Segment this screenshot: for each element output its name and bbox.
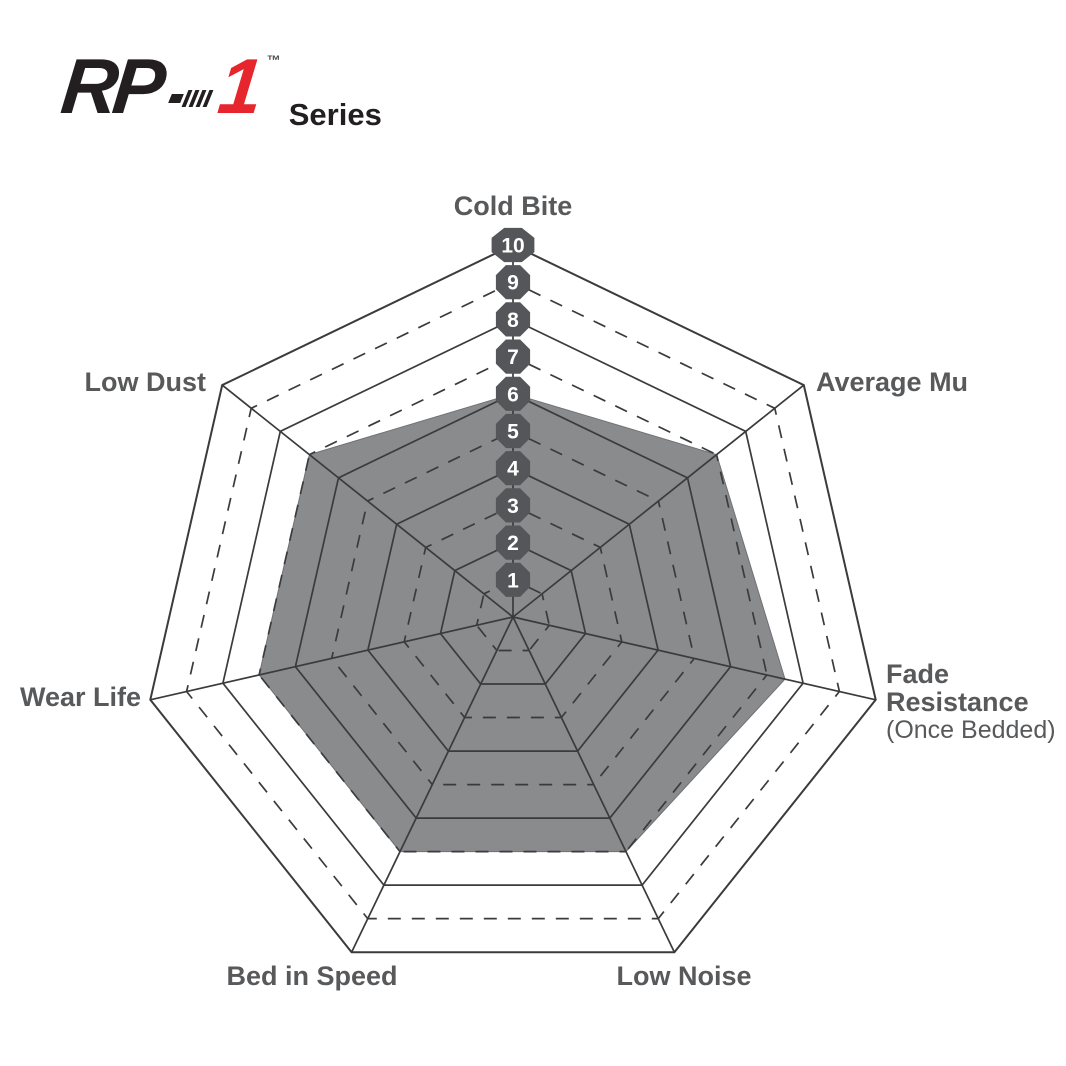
scale-badge [495, 376, 531, 411]
scale-badge-label: 4 [507, 458, 519, 481]
radar-grid-ring-solid [366, 467, 660, 752]
axis-label-bed-in-speed: Bed in Speed [226, 962, 397, 990]
radar-grid-ring-dashed [403, 641, 466, 719]
radar-grid-ring-dashed [250, 281, 514, 410]
radar-grid-ring-dashed [258, 674, 401, 853]
scale-badge [495, 562, 531, 597]
axis-label-cold-bite: Cold Bite [454, 192, 573, 220]
radar-grid-ring-dashed [367, 430, 514, 502]
logo-series-text: Series [288, 97, 382, 132]
axis-label-average-mu: Average Mu [816, 368, 968, 396]
radar-spoke [512, 384, 805, 618]
radar-spoke [350, 616, 514, 953]
radar-grid-ring-dashed [773, 408, 841, 692]
radar-grid-ring-dashed [599, 547, 623, 642]
axis-label-text: Low Dust [84, 367, 207, 397]
scale-badge-label: 8 [507, 309, 519, 332]
radar-grid-ring-dashed [476, 624, 498, 652]
scale-badge-label: 1 [507, 569, 519, 592]
axis-sublabel-text: (Once Bedded) [886, 716, 1056, 744]
radar-grid-ring-solid [149, 243, 877, 954]
trademark-symbol: ™ [266, 52, 281, 68]
scale-badge [495, 413, 531, 449]
radar-grid-ring-dashed [657, 690, 841, 920]
radar-grid-ring-dashed [330, 500, 369, 659]
radar-grid-ring-dashed [309, 355, 514, 456]
radar-grid-ring-solid [221, 318, 805, 886]
axis-label-fade-resistance: Fade Resistance (Once Bedded) [886, 659, 1056, 744]
axis-label-text: Average Mu [816, 367, 969, 397]
brand-logo: RP 1 ™ Series [57, 42, 382, 132]
axis-label-text: Low Noise [616, 961, 752, 991]
radar-grid-ring-dashed [625, 674, 768, 853]
radar-spoke [150, 616, 514, 701]
radar-grid-ring-dashed [512, 430, 659, 502]
scale-badge-label: 5 [507, 421, 519, 444]
axis-label-text: Fade Resistance [886, 659, 1029, 717]
radar-grid-ring-dashed [403, 547, 427, 642]
scale-badge-label: 2 [507, 532, 519, 555]
axis-label-text: Wear Life [19, 682, 141, 712]
scale-badge-label: 9 [507, 272, 519, 295]
axis-label-text: Bed in Speed [226, 961, 398, 991]
radar-grid-ring-dashed [593, 657, 695, 786]
scale-badge [495, 339, 531, 374]
radar-grid-ring-dashed [425, 504, 514, 549]
radar-grid-ring-dashed [657, 500, 696, 659]
radar-grid-ring-dashed [512, 504, 601, 549]
radar-grid-ring-solid [294, 392, 732, 819]
radar-grid-ring-dashed [512, 355, 717, 456]
axis-label-text: Cold Bite [453, 191, 573, 221]
scale-badge-label: 3 [507, 495, 519, 518]
scale-badge-label: 7 [507, 346, 519, 369]
radar-grid-ring-solid [439, 541, 587, 685]
scale-badge [495, 451, 531, 486]
scale-badge [491, 227, 535, 263]
radar-grid-ring-dashed [541, 593, 551, 626]
axis-label-low-noise: Low Noise [616, 962, 751, 990]
scale-badge [495, 265, 531, 300]
radar-grid-ring-dashed [331, 657, 433, 786]
radar-grid-ring-dashed [185, 690, 369, 920]
scale-badge [495, 302, 531, 337]
radar-grid-ring-dashed [528, 624, 550, 652]
radar-grid-ring-dashed [715, 454, 768, 676]
axis-label-wear-life: Wear Life [20, 683, 141, 711]
radar-grid-ring-dashed [475, 593, 485, 626]
scale-badge-label: 6 [507, 383, 519, 406]
radar-grid-ring-dashed [560, 641, 623, 719]
scale-badge [495, 525, 531, 560]
radar-spoke [512, 616, 876, 701]
radar-spoke [512, 616, 676, 953]
scale-badge [495, 488, 531, 523]
scale-badge-label: 10 [501, 235, 524, 258]
radar-grid-ring-dashed [512, 281, 776, 410]
radar-grid-ring-dashed [185, 408, 253, 692]
axis-label-low-dust: Low Dust [85, 368, 207, 396]
radar-grid-ring-dashed [258, 454, 311, 676]
radar-spoke [221, 384, 514, 618]
